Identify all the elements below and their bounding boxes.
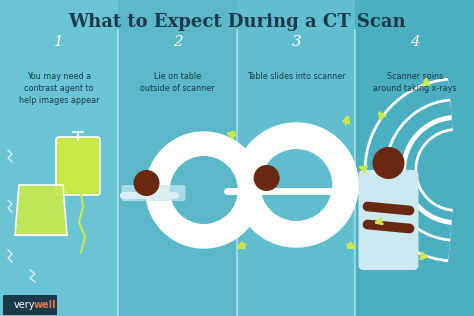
Bar <box>237 0 356 316</box>
Bar <box>118 0 237 316</box>
Text: Scanner spins
around taking x-rays: Scanner spins around taking x-rays <box>373 72 456 93</box>
Text: Lie on table
outside of scanner: Lie on table outside of scanner <box>140 72 215 93</box>
Text: well: well <box>34 300 56 310</box>
Polygon shape <box>15 185 67 235</box>
FancyBboxPatch shape <box>358 170 419 270</box>
FancyBboxPatch shape <box>3 295 57 315</box>
Text: 2: 2 <box>173 35 182 49</box>
Text: What to Expect During a CT Scan: What to Expect During a CT Scan <box>68 13 406 31</box>
Circle shape <box>373 147 404 179</box>
Text: 4: 4 <box>410 35 419 49</box>
Circle shape <box>134 170 159 196</box>
FancyBboxPatch shape <box>121 185 185 201</box>
Text: You may need a
contrast agent to
help images appear: You may need a contrast agent to help im… <box>19 72 100 105</box>
Bar <box>0 0 118 316</box>
Text: 1: 1 <box>55 35 64 49</box>
Circle shape <box>234 123 358 247</box>
Text: Table slides into scanner: Table slides into scanner <box>247 72 346 81</box>
Bar <box>356 0 474 316</box>
Circle shape <box>260 149 332 221</box>
Circle shape <box>254 165 280 191</box>
FancyBboxPatch shape <box>56 137 100 195</box>
Circle shape <box>170 156 238 224</box>
Circle shape <box>146 132 262 248</box>
Text: very: very <box>14 300 36 310</box>
Bar <box>0 294 474 316</box>
Text: 3: 3 <box>292 35 301 49</box>
